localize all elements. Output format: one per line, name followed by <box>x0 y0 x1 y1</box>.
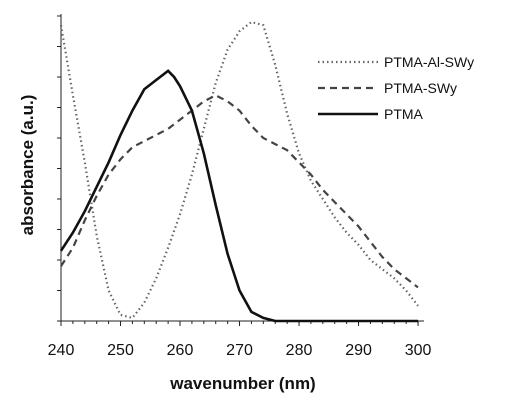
legend: PTMA-Al-SWy PTMA-SWy PTMA <box>310 46 510 130</box>
series-line-0 <box>59 20 419 320</box>
series-layer <box>59 20 419 323</box>
legend-label-2: PTMA <box>384 106 424 122</box>
x-tick-label: 250 <box>107 342 134 359</box>
y-ticks <box>57 15 61 322</box>
x-tick-label: 260 <box>167 342 194 359</box>
series-line-2 <box>59 69 418 323</box>
x-tick-label: 300 <box>405 342 432 359</box>
x-tick-label: 240 <box>48 342 75 359</box>
legend-label-0: PTMA-Al-SWy <box>384 54 474 70</box>
x-tick-label: 270 <box>226 342 253 359</box>
y-axis-title: absorbance (a.u.) <box>18 95 37 236</box>
series-line-1 <box>60 94 419 289</box>
plot-area: 240 250 260 270 280 290 300 <box>48 14 432 359</box>
x-axis-title: wavenumber (nm) <box>169 374 315 393</box>
x-tick-label: 280 <box>286 342 313 359</box>
x-ticks: 240 250 260 270 280 290 300 <box>48 321 432 359</box>
x-tick-label: 290 <box>345 342 372 359</box>
legend-label-1: PTMA-SWy <box>384 80 457 96</box>
